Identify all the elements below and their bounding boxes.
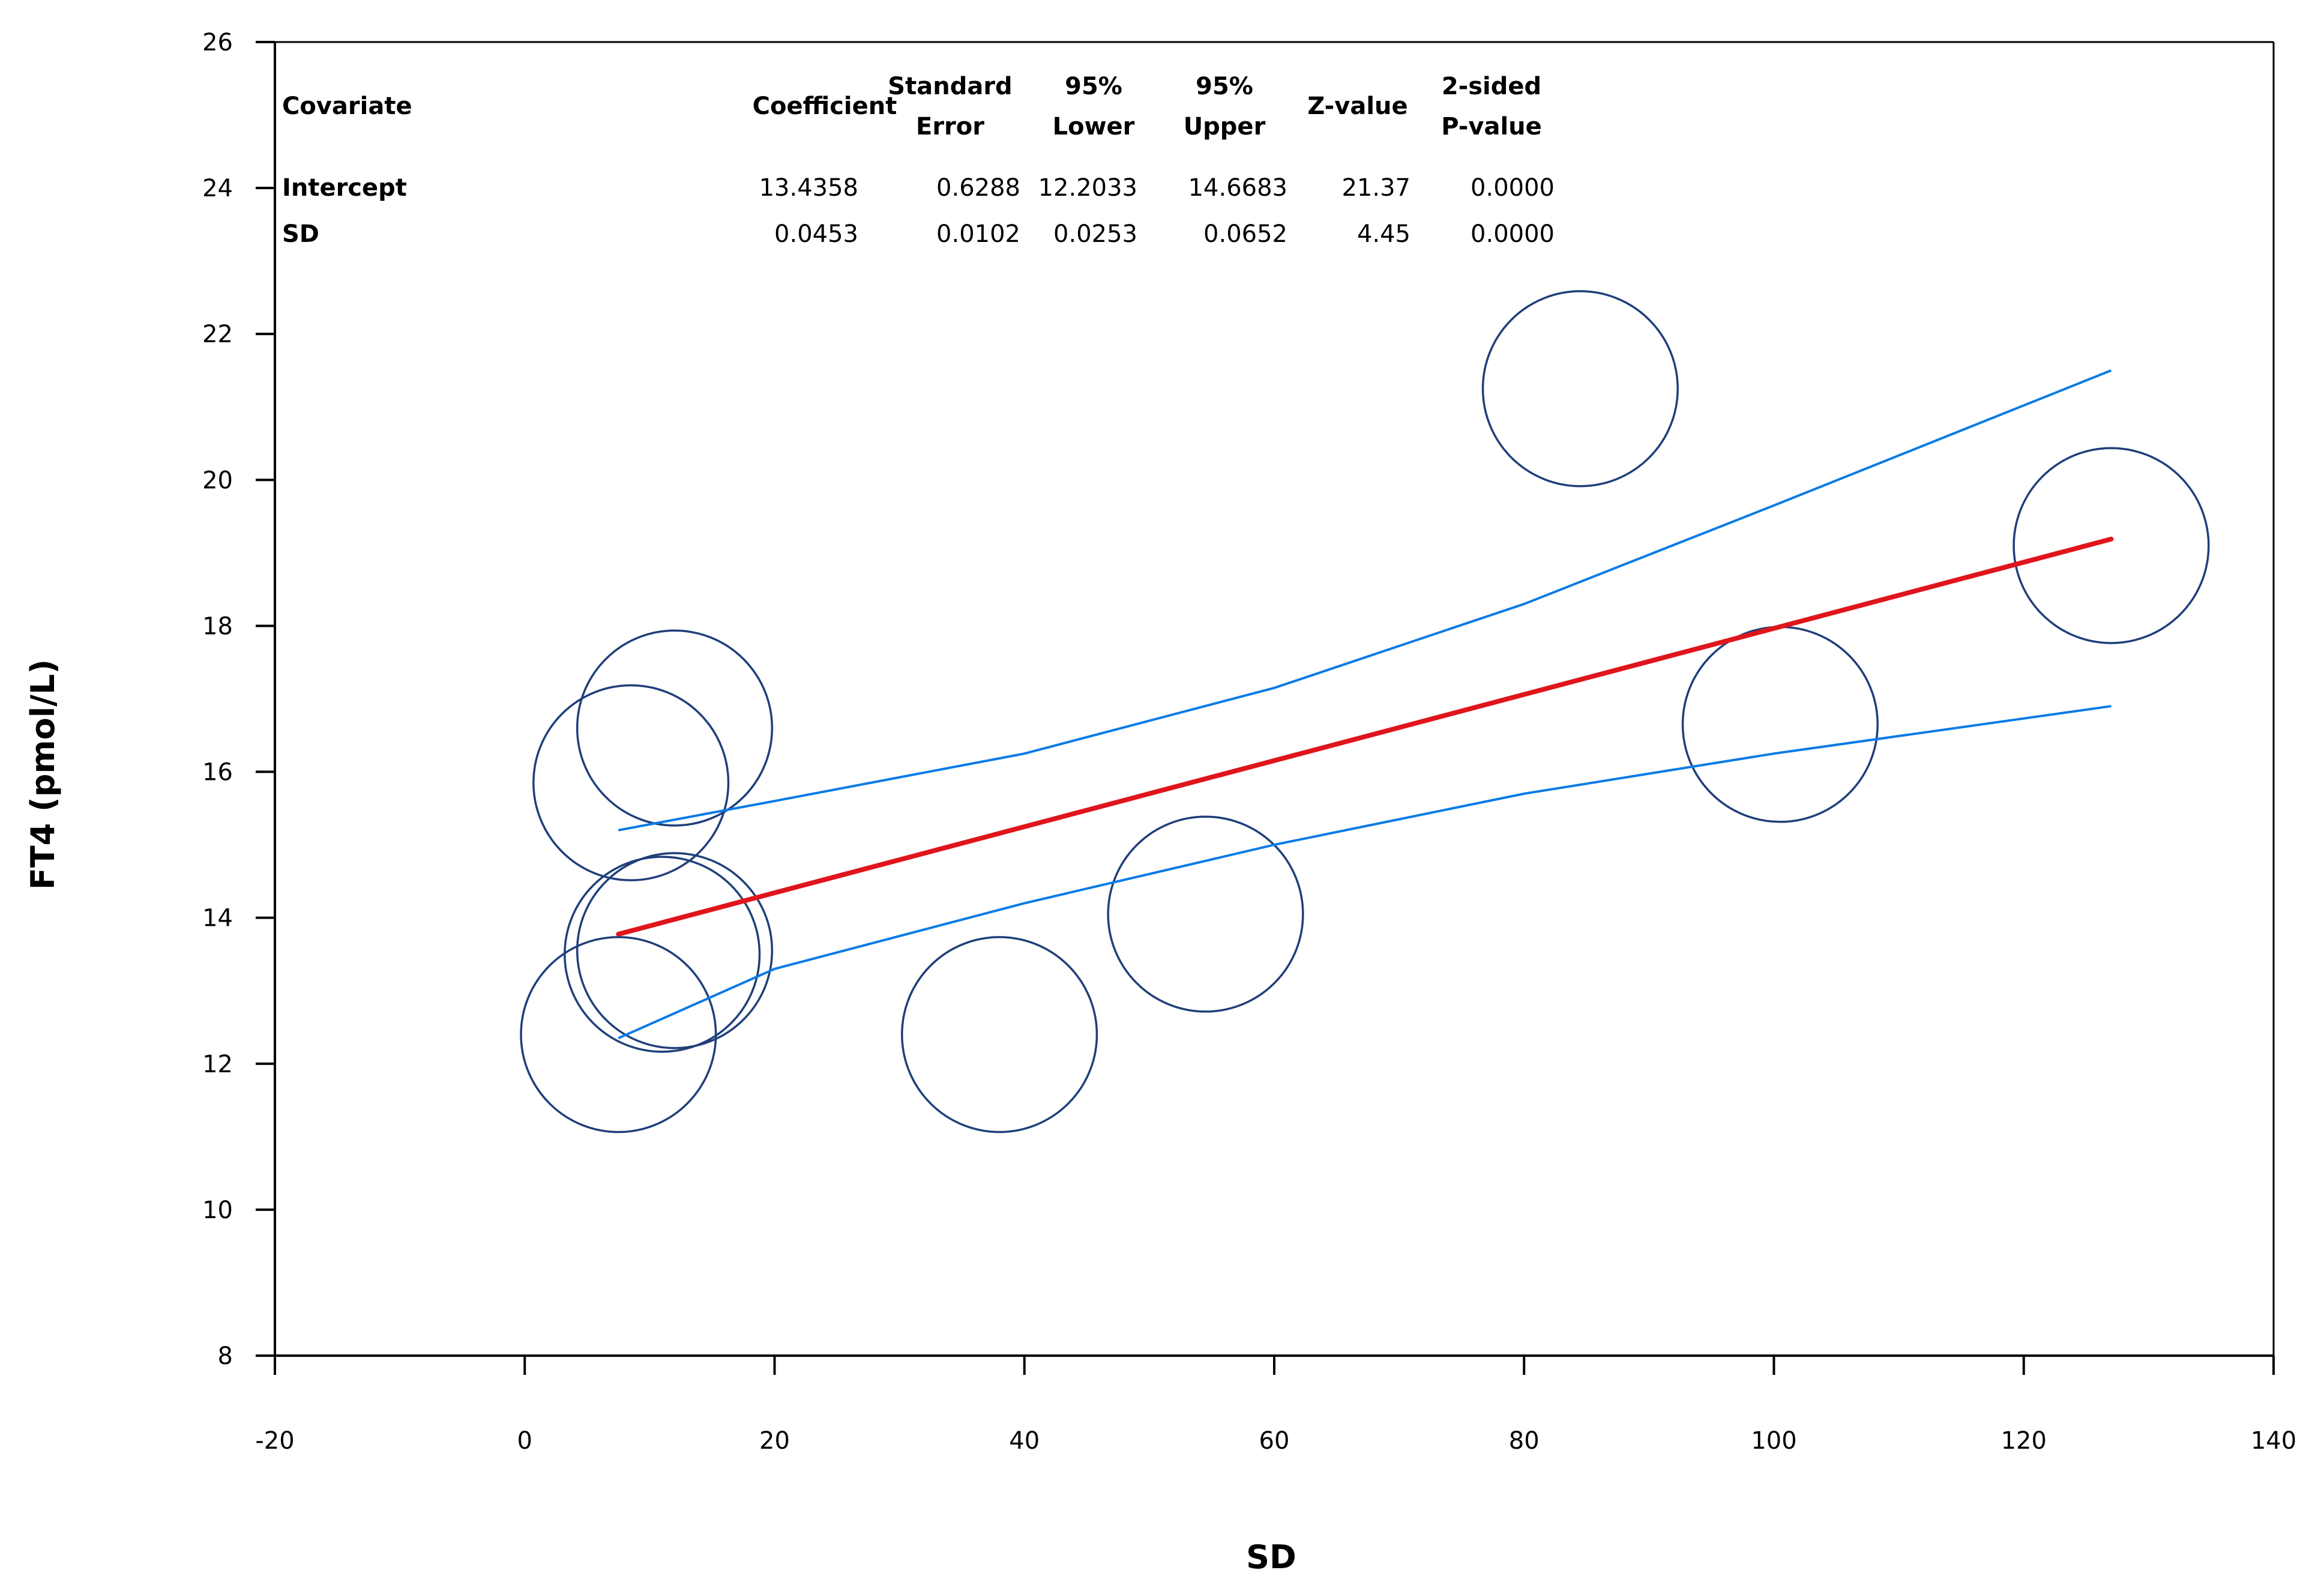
x-tick-label: 20 bbox=[759, 1427, 790, 1455]
table-cell: 4.45 bbox=[1357, 220, 1410, 248]
x-tick-label: -20 bbox=[255, 1427, 294, 1455]
table-header: Upper bbox=[1184, 113, 1266, 140]
study-bubble bbox=[2012, 447, 2210, 644]
y-tick-label: 24 bbox=[202, 175, 233, 202]
study-bubble bbox=[576, 629, 774, 827]
y-tick-label: 18 bbox=[202, 612, 233, 640]
x-tick-label: 40 bbox=[1009, 1427, 1040, 1455]
x-tick-label: 60 bbox=[1259, 1427, 1290, 1455]
study-bubble bbox=[1107, 815, 1304, 1013]
y-axis-title: FT4 (pmol/L) bbox=[24, 659, 62, 890]
y-tick-label: 10 bbox=[202, 1197, 233, 1224]
regression-line bbox=[616, 536, 2114, 937]
study-bubble bbox=[1681, 626, 1879, 823]
table-cell: 0.0453 bbox=[774, 220, 858, 248]
x-tick-label: 140 bbox=[2251, 1427, 2296, 1455]
table-cell: 0.6288 bbox=[936, 174, 1020, 202]
y-tick-label: 14 bbox=[202, 905, 233, 932]
table-cell: 0.0000 bbox=[1471, 220, 1555, 248]
y-tick-label: 16 bbox=[202, 759, 233, 786]
table-header: Standard bbox=[888, 73, 1012, 100]
y-tick-label: 22 bbox=[202, 321, 233, 348]
study-bubble bbox=[520, 936, 717, 1134]
table-cell: 0.0652 bbox=[1203, 220, 1287, 248]
plot-area bbox=[520, 290, 2210, 1134]
ci-upper-line bbox=[618, 369, 2112, 832]
table-row-label: Intercept bbox=[282, 174, 407, 202]
study-bubble bbox=[532, 684, 730, 881]
y-tick-label: 26 bbox=[202, 29, 233, 56]
table-header: 95% bbox=[1065, 73, 1122, 100]
axes: 8 10 12 14 16 18 20 22 24 26 -20 0 20 40 60 80 100 120 140 bbox=[202, 29, 2296, 1455]
table-header: Z-value bbox=[1307, 92, 1407, 120]
study-bubble bbox=[1481, 290, 1679, 488]
table-header: 95% bbox=[1196, 73, 1253, 100]
x-tick-label: 120 bbox=[2001, 1427, 2047, 1455]
x-tick-label: 80 bbox=[1509, 1427, 1540, 1455]
table-header: Covariate bbox=[282, 92, 412, 120]
table-header: Coefficient bbox=[753, 92, 897, 120]
table-cell: 0.0102 bbox=[936, 220, 1020, 248]
table-cell: 0.0000 bbox=[1471, 174, 1555, 202]
study-bubble bbox=[564, 856, 761, 1053]
y-tick-label: 12 bbox=[202, 1051, 233, 1078]
study-bubble bbox=[901, 936, 1098, 1134]
table-header: Lower bbox=[1053, 113, 1135, 140]
table-cell: 0.0253 bbox=[1053, 220, 1137, 248]
x-axis-title: SD bbox=[1246, 1538, 1296, 1576]
table-row-label: SD bbox=[282, 220, 319, 248]
x-tick-label: 100 bbox=[1751, 1427, 1796, 1455]
x-tick-label: 0 bbox=[517, 1427, 532, 1455]
table-cell: 14.6683 bbox=[1188, 174, 1287, 202]
y-tick-label: 20 bbox=[202, 466, 233, 494]
table-cell: 13.4358 bbox=[759, 174, 858, 202]
table-header: P-value bbox=[1441, 113, 1542, 140]
table-header: 2-sided bbox=[1442, 73, 1541, 100]
table-cell: 12.2033 bbox=[1038, 174, 1137, 202]
study-bubble bbox=[576, 852, 774, 1049]
y-tick-label: 8 bbox=[218, 1342, 233, 1370]
table-cell: 21.37 bbox=[1341, 174, 1410, 202]
ci-lower-line bbox=[618, 705, 2112, 1040]
table-header: Error bbox=[916, 113, 984, 140]
